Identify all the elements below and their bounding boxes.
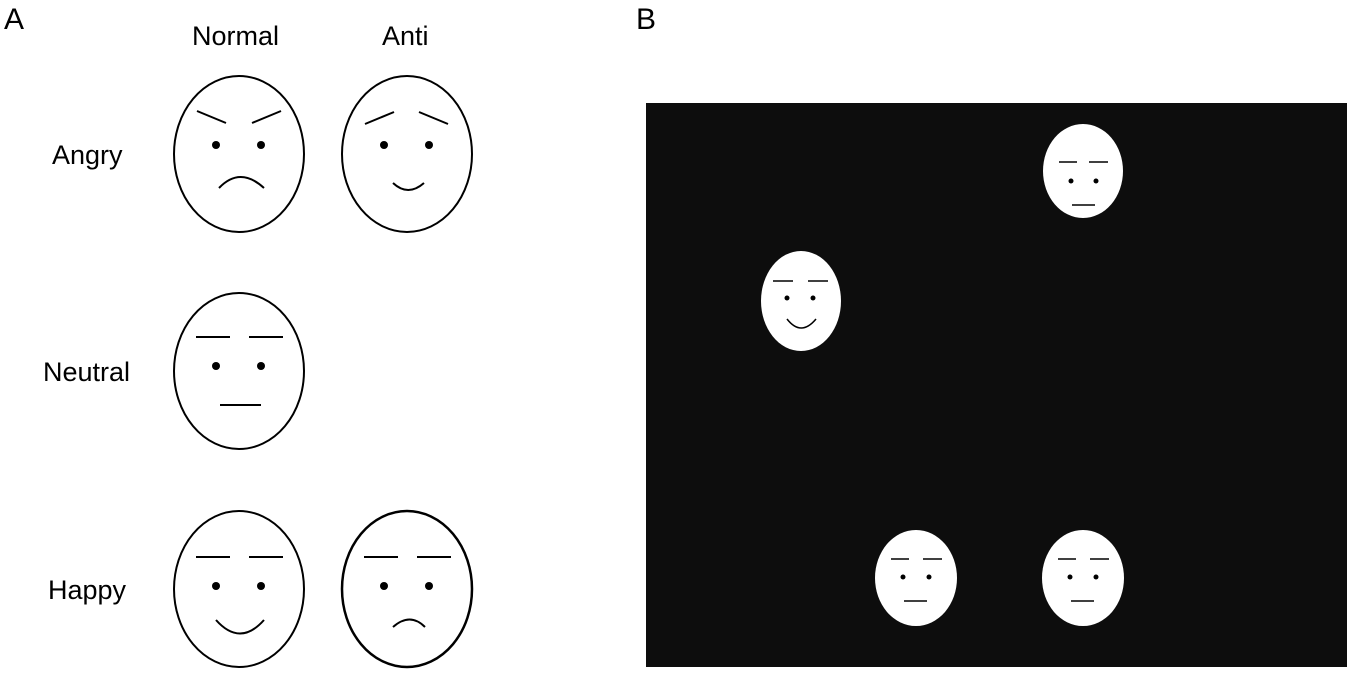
face-outline: [341, 75, 473, 233]
face-happy-normal: [173, 510, 305, 668]
left-eyebrow: [196, 110, 227, 124]
right-eye: [425, 582, 433, 590]
panel-a-label: A: [4, 3, 25, 36]
right-eye: [1093, 178, 1099, 184]
column-header-anti: Anti: [382, 21, 429, 51]
left-eyebrow: [364, 111, 395, 125]
right-eye: [425, 141, 433, 149]
stimulus-face-neutral-bottom-right: [1042, 530, 1124, 626]
left-eye: [212, 582, 220, 590]
face-outline: [173, 292, 305, 450]
left-eye: [1067, 574, 1073, 580]
right-eye: [1093, 574, 1099, 580]
face-outline: [173, 75, 305, 233]
mouth-smile: [392, 182, 425, 191]
stimulus-face-neutral-bottom-left: [875, 530, 957, 626]
face-shape: [761, 251, 841, 351]
right-eye: [926, 574, 932, 580]
right-eyebrow: [418, 111, 449, 125]
stimulus-display: [646, 103, 1347, 667]
mouth-frown: [392, 618, 426, 628]
right-eye: [810, 295, 816, 301]
left-eye: [900, 574, 906, 580]
stimulus-face-happy-left: [761, 251, 841, 351]
left-eye: [212, 141, 220, 149]
display-background: [646, 103, 1347, 667]
mouth-smile: [786, 318, 817, 329]
column-header-normal: Normal: [192, 21, 280, 51]
face-outline: [340, 509, 474, 669]
right-eye: [257, 362, 265, 370]
row-label-angry: Angry: [52, 140, 123, 170]
right-eyebrow: [251, 110, 282, 124]
face-outline: [173, 510, 305, 668]
left-eye: [784, 295, 790, 301]
face-neutral-normal: [173, 292, 305, 450]
right-eye: [257, 582, 265, 590]
stimulus-face-neutral-top: [1043, 124, 1123, 218]
mouth-smile: [215, 619, 265, 635]
face-angry-anti: [341, 75, 473, 233]
face-shape: [1043, 124, 1123, 218]
panel-a-faces: [173, 75, 474, 669]
panel-b-label: B: [636, 3, 657, 36]
row-label-neutral: Neutral: [43, 357, 131, 387]
row-label-happy: Happy: [48, 575, 127, 605]
face-shape: [875, 530, 957, 626]
left-eye: [1068, 178, 1074, 184]
face-angry-normal: [173, 75, 305, 233]
left-eye: [380, 141, 388, 149]
face-happy-anti: [340, 509, 474, 669]
left-eye: [380, 582, 388, 590]
mouth-frown: [218, 176, 265, 189]
right-eye: [257, 141, 265, 149]
left-eye: [212, 362, 220, 370]
face-shape: [1042, 530, 1124, 626]
